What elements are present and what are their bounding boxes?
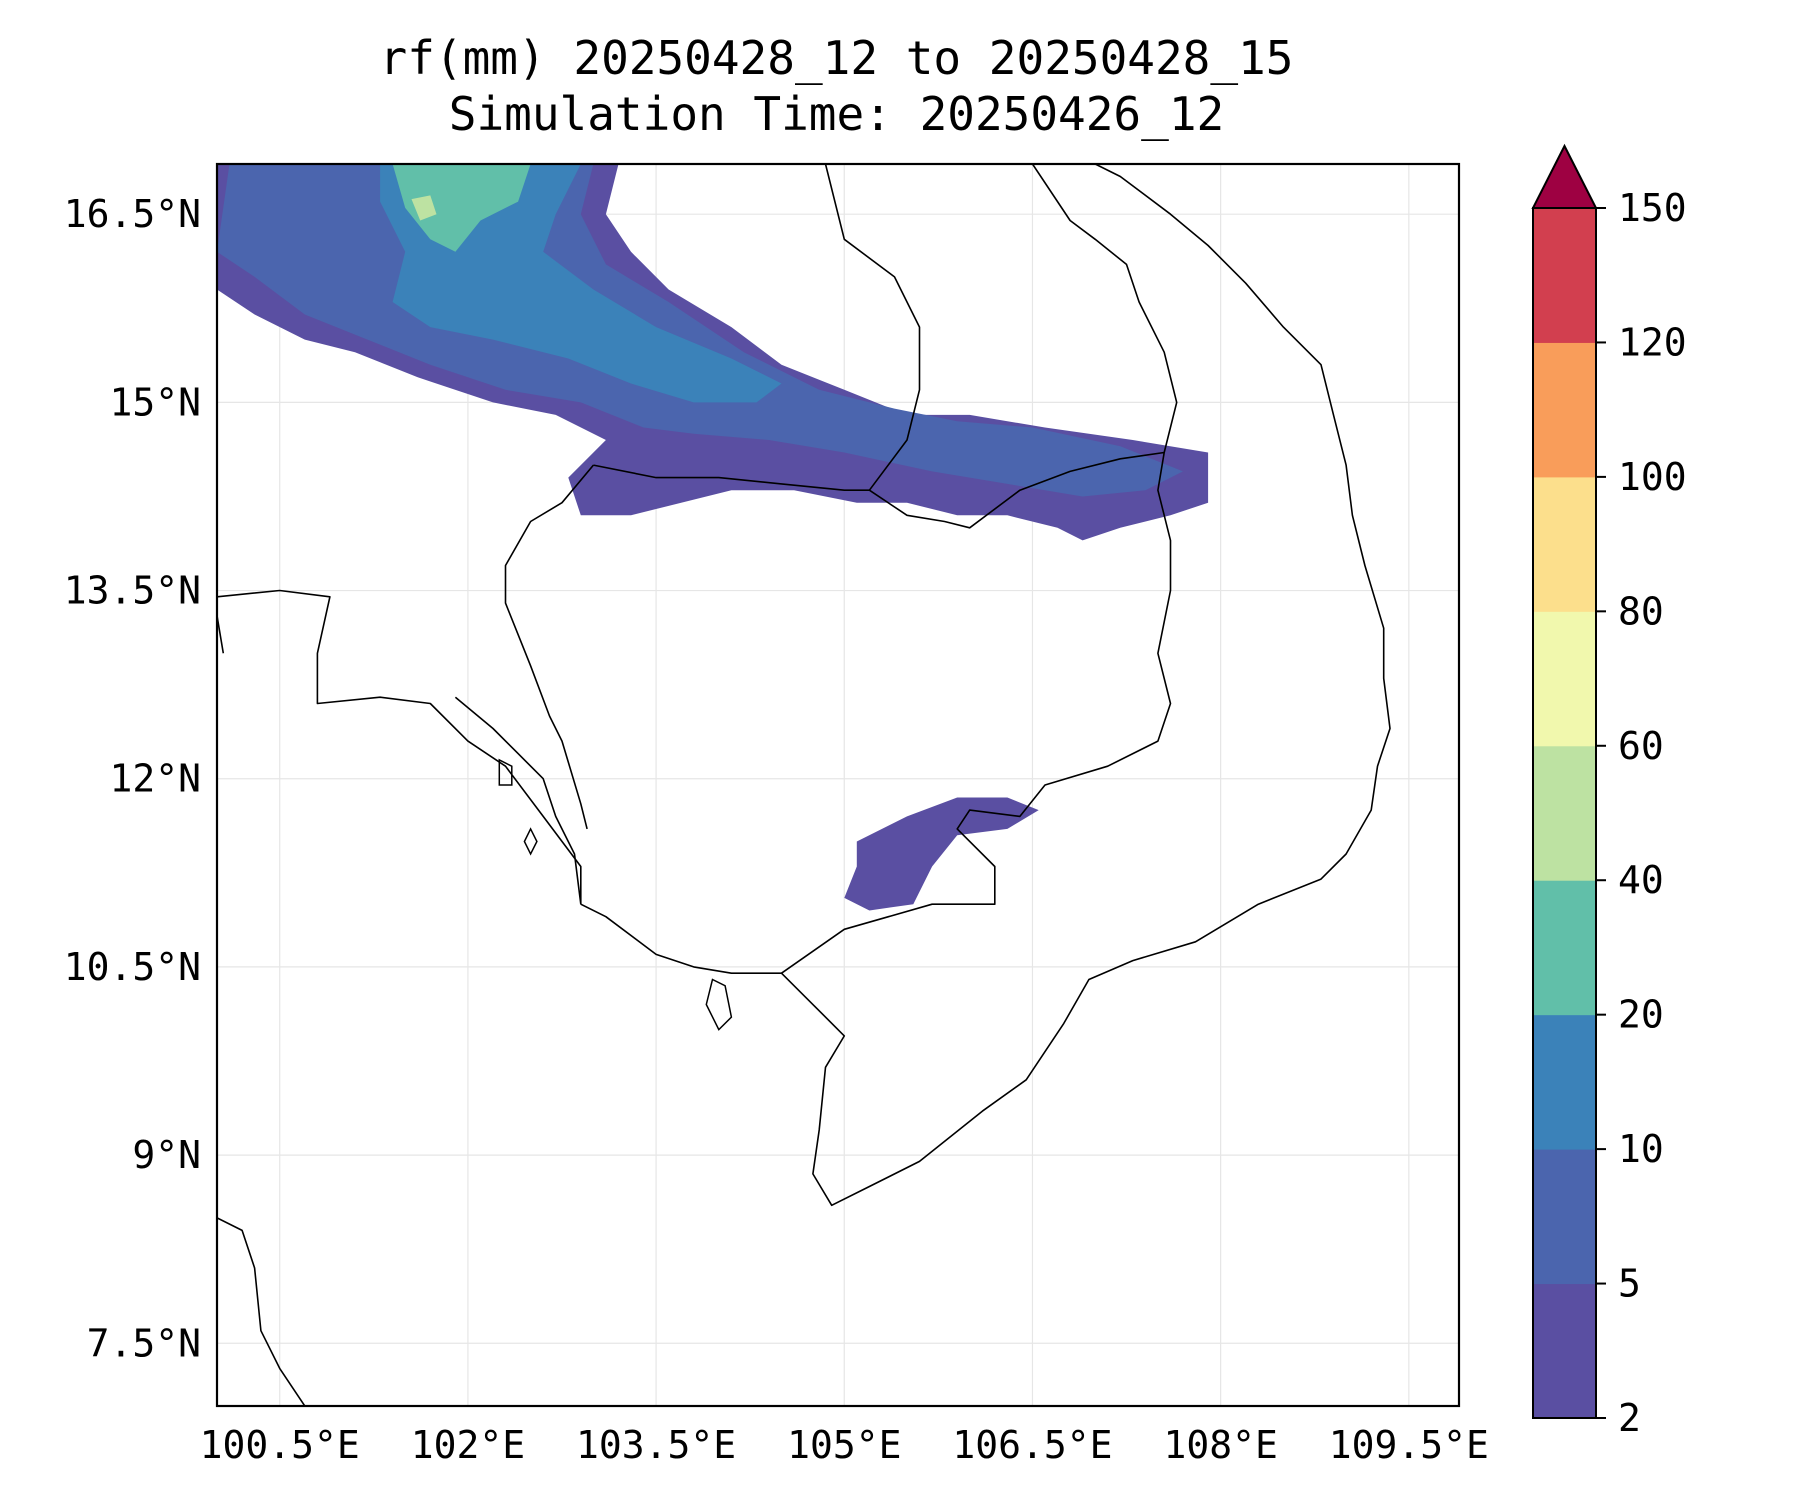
country-border: [1031, 164, 1178, 453]
y-tick-label: 16.5°N: [64, 192, 201, 236]
rain-region-south-patch: [844, 797, 1039, 911]
colorbar-segment: [1533, 611, 1596, 747]
colorbar-frame: [1532, 207, 1597, 1419]
chart-title: rf(mm) 20250428_12 to 20250428_15: [379, 31, 1294, 85]
x-tick-label: 103.5°E: [576, 1423, 736, 1467]
chart-subtitle: Simulation Time: 20250426_12: [448, 87, 1225, 141]
colorbar-segment: [1533, 1149, 1596, 1285]
colorbar-label: 150: [1618, 186, 1687, 230]
colorbar-segment: [1533, 1283, 1596, 1419]
colorbar-label: 5: [1618, 1262, 1641, 1306]
island: [498, 758, 513, 786]
coastline: [454, 696, 582, 905]
colorbar-segment: [1533, 1014, 1596, 1150]
x-tick-label: 106.5°E: [952, 1423, 1112, 1467]
rain-region-north-heavy: [380, 164, 782, 403]
y-tick-label: 12°N: [109, 757, 201, 801]
y-tick-label: 15°N: [109, 380, 201, 424]
colorbar-label: 40: [1618, 858, 1664, 902]
x-tick-label: 105°E: [787, 1423, 901, 1467]
colorbar-label: 60: [1618, 724, 1664, 768]
x-tick-label: 109.5°E: [1329, 1423, 1489, 1467]
rain-region-north-peak-inner: [411, 195, 437, 221]
country-border: [217, 589, 582, 905]
x-tick-label: 102°E: [411, 1423, 525, 1467]
colorbar-label: 80: [1618, 589, 1664, 633]
colorbar-label: 100: [1618, 455, 1687, 499]
y-tick-label: 9°N: [132, 1133, 201, 1177]
y-tick-label: 7.5°N: [87, 1321, 201, 1365]
country-border: [824, 164, 921, 491]
rainfall-contours: [217, 164, 1209, 911]
colorbar-segment: [1533, 745, 1596, 881]
y-axis-ticks: 16.5°N 15°N 13.5°N 12°N 10.5°N 9°N 7.5°N: [64, 192, 201, 1365]
y-tick-label: 13.5°N: [64, 569, 201, 613]
x-tick-label: 100.5°E: [200, 1423, 360, 1467]
y-tick-label: 10.5°N: [64, 945, 201, 989]
island: [523, 827, 538, 856]
coastline: [217, 1217, 306, 1406]
colorbar-label: 10: [1618, 1127, 1664, 1171]
colorbar: 2 5 10 20 40 60 80 100 120 150: [1531, 143, 1687, 1440]
colorbar-label: 20: [1618, 993, 1664, 1037]
colorbar-segment: [1533, 208, 1596, 343]
coastlines-borders: [217, 164, 1391, 1406]
colorbar-label: 2: [1618, 1396, 1641, 1440]
x-axis-ticks: 100.5°E 102°E 103.5°E 105°E 106.5°E 108°E 109.…: [200, 1423, 1489, 1467]
x-tick-label: 108°E: [1163, 1423, 1277, 1467]
rain-region-north-peak: [392, 164, 531, 252]
colorbar-label: 120: [1618, 320, 1687, 364]
colorbar-segment: [1533, 342, 1596, 478]
country-border: [504, 464, 595, 830]
map-frame: [215, 162, 1461, 1408]
colorbar-extend-arrow: [1531, 143, 1598, 209]
island: [705, 978, 733, 1031]
country-border: [593, 451, 1172, 974]
colorbar-segment: [1533, 476, 1596, 612]
colorbar-segment: [1533, 880, 1596, 1016]
coastline: [580, 164, 1391, 1207]
